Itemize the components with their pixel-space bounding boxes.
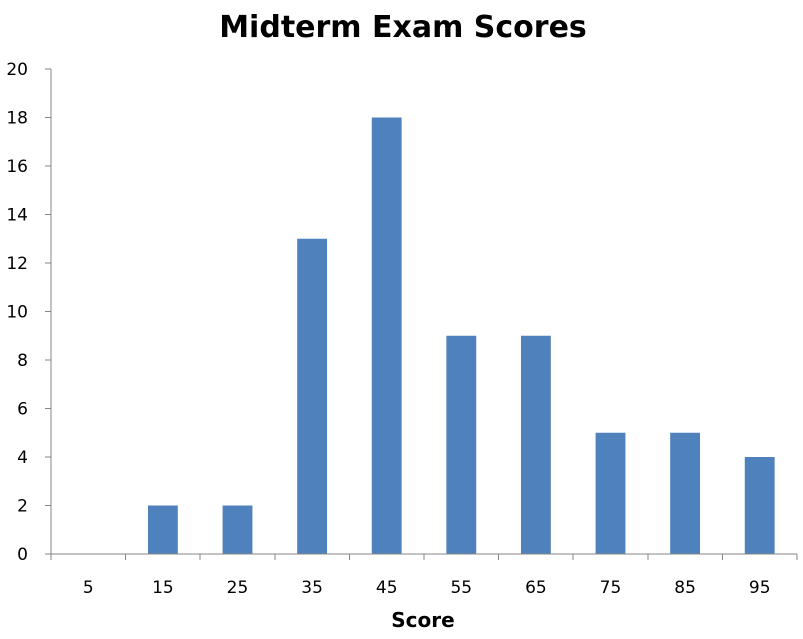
y-tick-label: 2 (17, 497, 28, 517)
x-tick-label: 85 (674, 578, 696, 598)
x-tick-label: 25 (227, 578, 249, 598)
bar (670, 432, 701, 554)
x-tick-label: 45 (376, 578, 398, 598)
x-tick-label: 55 (450, 578, 472, 598)
x-axis-label: Score (391, 608, 454, 632)
y-tick-label: 6 (17, 400, 28, 420)
y-tick-label: 20 (6, 60, 28, 80)
bar (222, 505, 253, 554)
x-tick-label: 95 (749, 578, 771, 598)
y-axis-ticks (45, 68, 51, 555)
bars (147, 117, 775, 554)
y-tick-label: 14 (6, 206, 28, 226)
bar (520, 335, 551, 554)
y-tick-label: 16 (6, 157, 28, 177)
bar (297, 238, 328, 554)
x-tick-label: 15 (152, 578, 174, 598)
x-tick-label: 5 (83, 578, 94, 598)
bar (371, 117, 402, 554)
chart-title: Midterm Exam Scores (219, 10, 587, 45)
x-tick-labels: 5 15 25 35 45 55 65 75 85 95 (83, 578, 771, 598)
bar (595, 432, 626, 554)
bar (744, 457, 775, 554)
y-tick-label: 0 (17, 545, 28, 565)
y-tick-label: 8 (17, 351, 28, 371)
y-tick-label: 4 (17, 448, 28, 468)
y-tick-label: 12 (6, 254, 28, 274)
x-tick-label: 35 (301, 578, 323, 598)
y-tick-labels: 0 2 4 6 8 10 12 14 16 18 20 (6, 60, 28, 565)
y-tick-label: 18 (6, 109, 28, 129)
x-tick-label: 65 (525, 578, 547, 598)
bar (147, 505, 178, 554)
y-tick-label: 10 (6, 303, 28, 323)
bar (446, 335, 477, 554)
x-axis-ticks (50, 554, 798, 560)
x-tick-label: 75 (600, 578, 622, 598)
